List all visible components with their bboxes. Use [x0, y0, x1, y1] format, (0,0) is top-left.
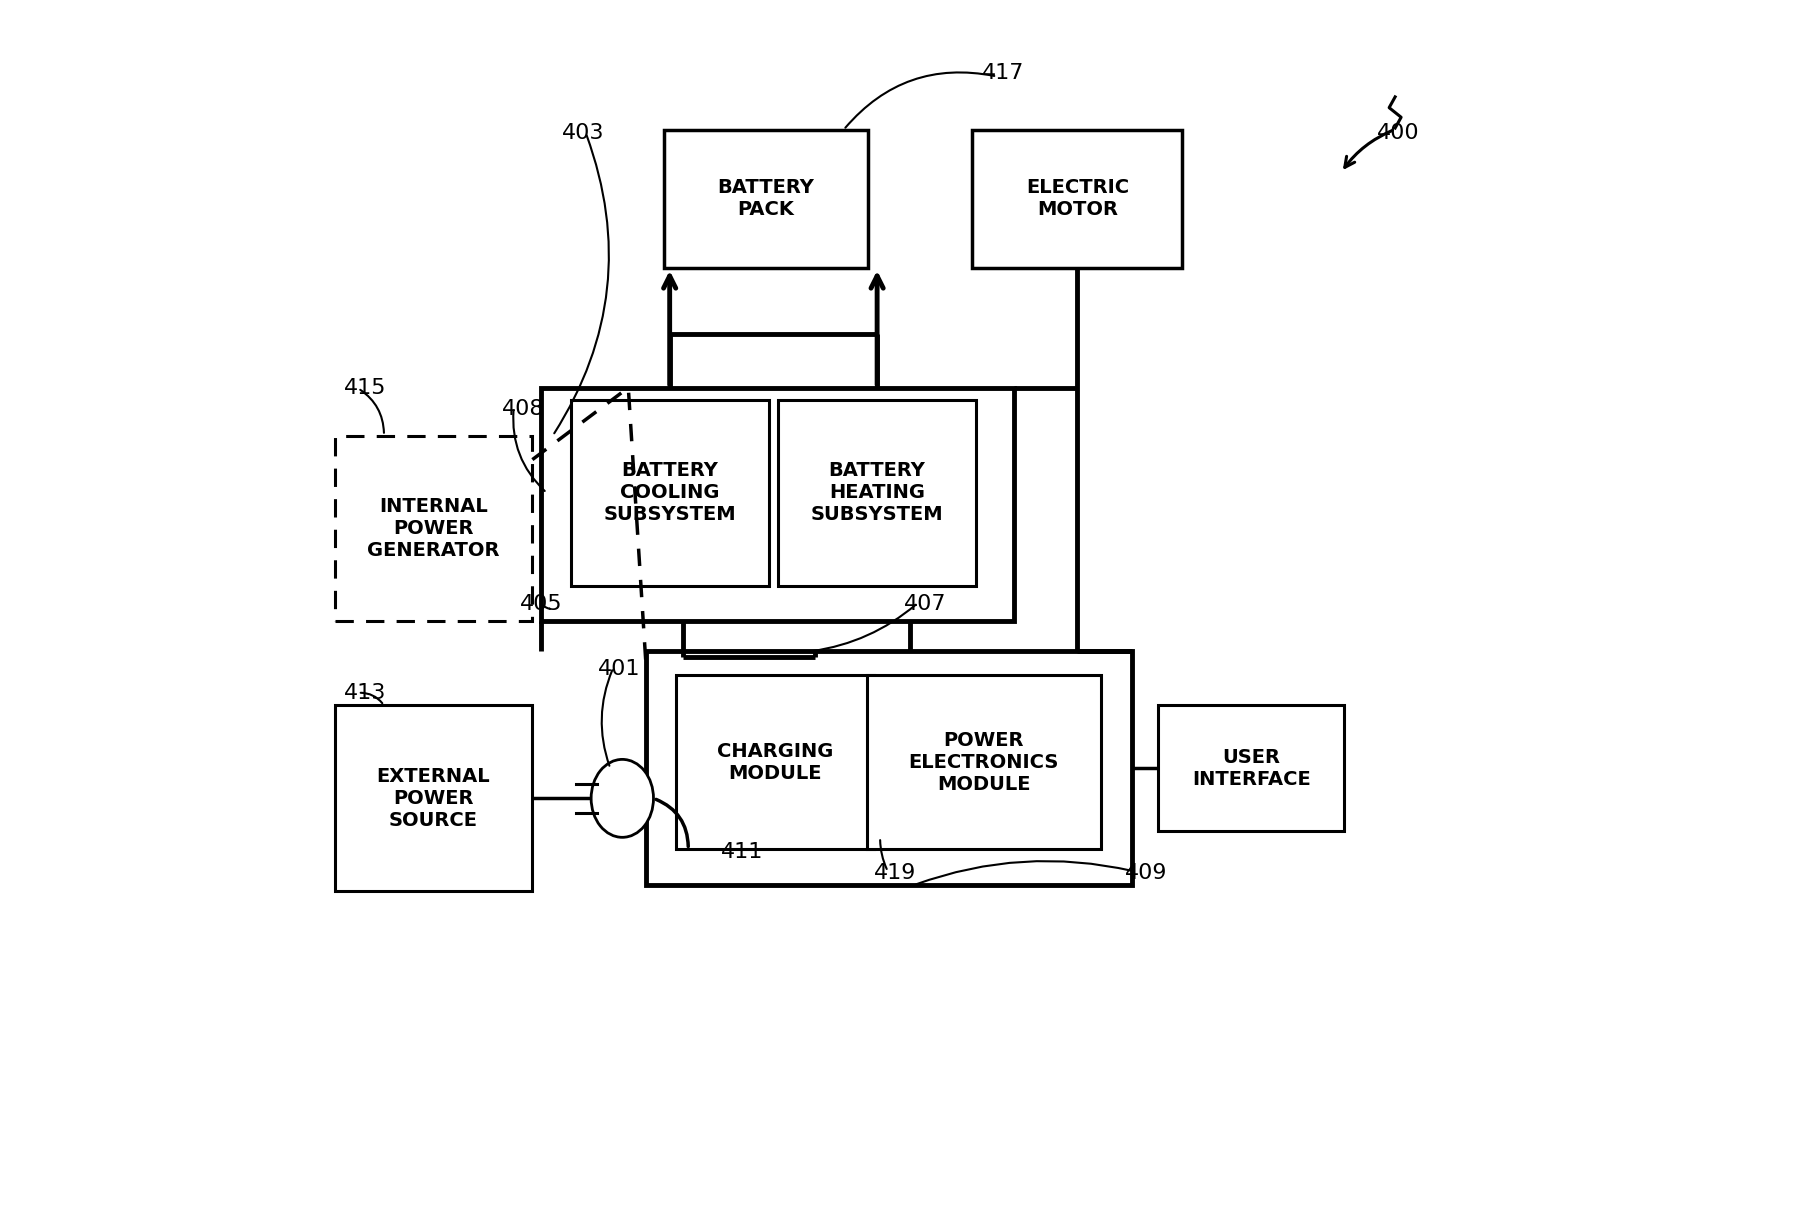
Text: 407: 407	[904, 594, 947, 614]
Bar	[571, 399, 768, 586]
Text: ELECTRIC
MOTOR: ELECTRIC MOTOR	[1026, 178, 1129, 220]
Text: 417: 417	[981, 63, 1025, 82]
Text: 413: 413	[343, 683, 387, 702]
Text: BATTERY
PACK: BATTERY PACK	[717, 178, 813, 220]
Bar	[779, 399, 976, 586]
Bar	[972, 130, 1182, 268]
Text: 401: 401	[598, 659, 640, 679]
Text: BATTERY
COOLING
SUBSYSTEM: BATTERY COOLING SUBSYSTEM	[604, 461, 735, 524]
Ellipse shape	[591, 759, 654, 837]
Bar	[663, 130, 867, 268]
Text: 411: 411	[721, 842, 764, 862]
Text: 419: 419	[873, 862, 916, 883]
Text: 400: 400	[1377, 123, 1420, 143]
Text: POWER
ELECTRONICS
MODULE: POWER ELECTRONICS MODULE	[909, 731, 1059, 793]
Text: 409: 409	[1126, 862, 1167, 883]
Text: CHARGING
MODULE: CHARGING MODULE	[717, 742, 833, 782]
Bar	[540, 388, 1014, 621]
Bar	[1158, 706, 1344, 831]
Text: 405: 405	[520, 594, 562, 614]
Bar	[676, 676, 875, 849]
Bar	[867, 676, 1100, 849]
Text: BATTERY
HEATING
SUBSYSTEM: BATTERY HEATING SUBSYSTEM	[811, 461, 943, 524]
Bar	[647, 651, 1131, 885]
Text: 403: 403	[562, 123, 604, 143]
Bar	[334, 706, 533, 892]
Text: EXTERNAL
POWER
SOURCE: EXTERNAL POWER SOURCE	[376, 767, 490, 830]
Text: INTERNAL
POWER
GENERATOR: INTERNAL POWER GENERATOR	[367, 497, 501, 560]
Text: 415: 415	[343, 378, 387, 398]
Text: 408: 408	[502, 399, 544, 418]
Text: USER
INTERFACE: USER INTERFACE	[1193, 748, 1310, 788]
Bar	[334, 435, 533, 621]
